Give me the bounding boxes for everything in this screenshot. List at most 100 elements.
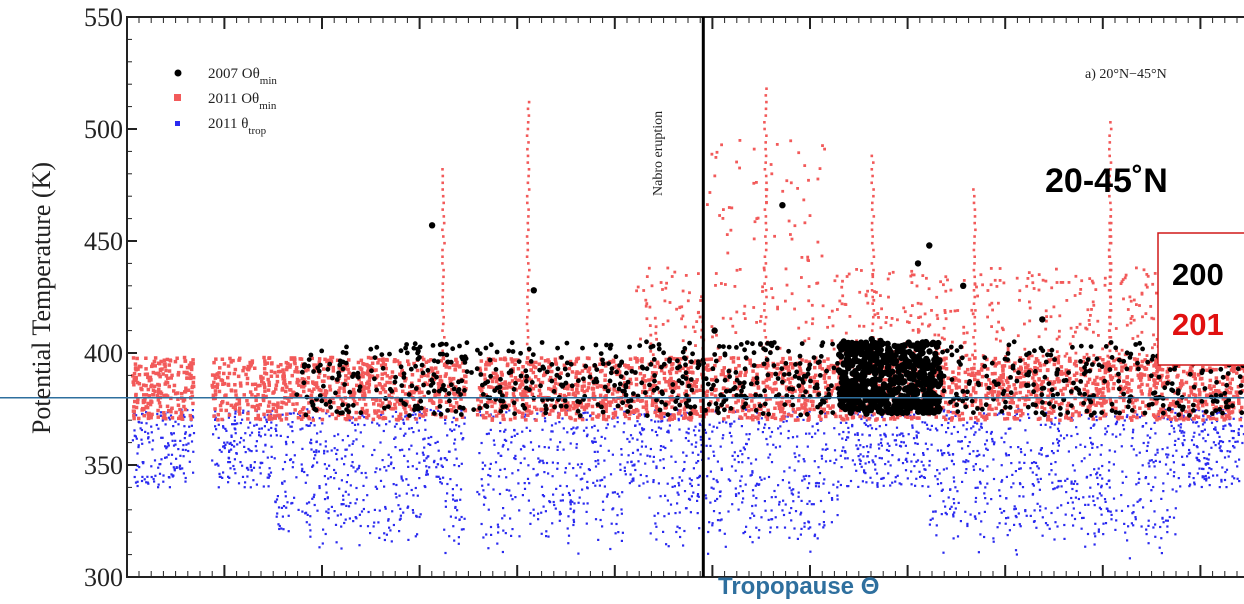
data-point-2011-theta-trop — [1076, 432, 1079, 436]
data-point-2011-theta-trop — [1044, 522, 1048, 525]
data-point-2011-theta-trop — [898, 433, 901, 436]
data-point-2011-theta-trop — [1196, 421, 1199, 424]
data-point-2011-theta-trop — [586, 480, 589, 483]
data-point-2011-theta-trop — [936, 469, 939, 472]
data-point-2011-theta-trop — [1057, 479, 1060, 483]
data-point-2011-theta-trop — [489, 525, 493, 529]
data-point-2011-otheta-min — [684, 389, 688, 393]
data-point-2011-theta-trop — [1028, 416, 1031, 419]
data-point-2011-theta-trop — [572, 489, 575, 492]
data-point-2011-theta-trop — [916, 459, 920, 462]
data-point-2011-theta-trop — [315, 449, 318, 452]
data-point-2011-otheta-min — [298, 394, 303, 398]
data-point-2011-theta-trop — [947, 451, 950, 454]
data-point-2011-theta-trop — [865, 419, 868, 422]
data-point-2011-theta-trop — [792, 488, 795, 491]
data-point-2011-theta-trop — [229, 441, 232, 444]
data-point-2011-theta-trop — [1074, 480, 1077, 483]
data-point-2011-theta-trop — [640, 433, 643, 436]
data-point-2011-theta-trop — [395, 483, 398, 487]
data-point-2011-theta-trop — [270, 455, 273, 458]
data-point-2011-theta-trop — [734, 487, 737, 490]
data-point-2011-theta-trop — [847, 431, 850, 434]
data-point-2011-theta-trop — [360, 510, 364, 513]
data-point-2011-theta-trop — [733, 420, 736, 423]
data-point-2011-theta-trop — [269, 471, 273, 474]
data-point-2011-theta-trop — [1188, 475, 1191, 478]
data-point-2011-otheta-min — [334, 416, 338, 421]
data-point-2011-otheta-min — [662, 371, 667, 375]
data-point-2011-theta-trop — [652, 460, 655, 463]
data-point-2011-theta-trop — [1031, 492, 1035, 496]
data-point-2011-theta-trop — [511, 528, 514, 531]
data-point-2011-theta-trop — [753, 514, 756, 517]
data-point-2011-otheta-min — [156, 398, 161, 402]
data-point-2011-otheta-min — [797, 398, 801, 403]
data-point-2011-otheta-min — [745, 404, 750, 408]
data-point-2011-theta-trop — [951, 453, 955, 456]
data-point-2011-theta-trop — [881, 415, 884, 419]
data-point-2011-otheta-min — [307, 416, 311, 421]
data-point-2011-theta-trop — [291, 466, 294, 469]
data-point-2011-theta-trop — [269, 434, 272, 437]
data-point-2011-otheta-min — [377, 403, 381, 407]
data-point-2011-otheta-min — [1067, 416, 1071, 421]
data-point-2011-theta-trop — [340, 457, 343, 460]
data-point-2011-theta-trop — [803, 525, 806, 528]
data-point-2011-theta-trop — [1057, 444, 1060, 447]
data-point-2011-theta-trop — [301, 427, 304, 430]
data-point-2011-theta-trop — [328, 464, 331, 467]
data-point-2011-otheta-min — [689, 415, 694, 420]
data-point-2011-theta-trop — [1171, 408, 1174, 411]
data-point-2011-otheta-min — [410, 373, 415, 377]
data-point-2011-theta-trop — [712, 477, 715, 481]
data-point-2011-theta-trop — [1018, 482, 1022, 485]
data-point-2011-theta-trop — [808, 475, 811, 478]
data-point-2011-theta-trop — [555, 487, 558, 490]
data-point-2011-otheta-min — [576, 383, 580, 388]
data-point-2011-otheta-min — [284, 417, 289, 421]
data-point-2011-otheta-min — [182, 355, 187, 360]
data-point-2011-otheta-min — [553, 357, 558, 361]
data-point-2011-otheta-min — [500, 382, 504, 386]
data-point-2011-otheta-min — [307, 401, 311, 405]
data-point-2011-theta-trop — [910, 460, 913, 463]
data-point-2011-otheta-min — [1049, 399, 1053, 404]
data-point-2011-otheta-min — [1064, 368, 1068, 372]
data-point-2011-otheta-min — [403, 392, 408, 396]
data-point-2011-theta-trop — [836, 494, 839, 497]
data-point-2011-otheta-min — [1120, 415, 1124, 420]
data-point-2011-theta-trop — [1015, 553, 1018, 556]
data-point-2011-theta-trop — [696, 476, 699, 480]
data-point-2011-theta-trop — [227, 457, 231, 460]
data-point-2011-theta-trop — [572, 467, 575, 470]
data-point-2011-otheta-min — [788, 380, 792, 385]
data-point-2011-otheta-min — [993, 412, 997, 417]
data-point-2011-theta-trop — [659, 495, 662, 498]
data-point-2011-otheta-min — [1046, 414, 1051, 418]
data-point-2011-theta-trop — [551, 430, 554, 433]
data-point-2011-otheta-min — [690, 407, 695, 411]
data-point-2011-theta-trop — [1038, 488, 1041, 491]
data-point-2011-otheta-min — [528, 362, 533, 367]
data-point-2011-theta-trop — [845, 421, 848, 424]
data-point-2011-otheta-min — [1029, 392, 1033, 397]
data-point-2011-otheta-min — [910, 417, 914, 421]
data-point-2011-theta-trop — [957, 501, 960, 504]
data-point-2011-otheta-min — [1223, 395, 1228, 399]
data-point-2011-theta-trop — [964, 461, 967, 464]
data-point-2011-theta-trop — [887, 449, 890, 452]
data-point-2011-theta-trop — [880, 457, 883, 460]
data-point-2011-theta-trop — [1084, 545, 1087, 548]
data-point-2011-theta-trop — [928, 464, 931, 467]
data-point-2011-otheta-min — [374, 398, 378, 403]
data-point-2011-otheta-min — [628, 357, 633, 361]
data-point-2011-otheta-min — [233, 407, 238, 411]
data-point-2011-otheta-min — [237, 402, 242, 406]
data-point-2011-otheta-min — [459, 397, 463, 401]
data-point-2011-otheta-min — [677, 361, 682, 365]
data-point-2011-theta-trop — [191, 409, 194, 412]
data-point-2011-theta-trop — [839, 483, 842, 487]
data-point-2011-otheta-min — [218, 366, 222, 370]
data-point-2011-theta-trop — [1104, 500, 1107, 503]
